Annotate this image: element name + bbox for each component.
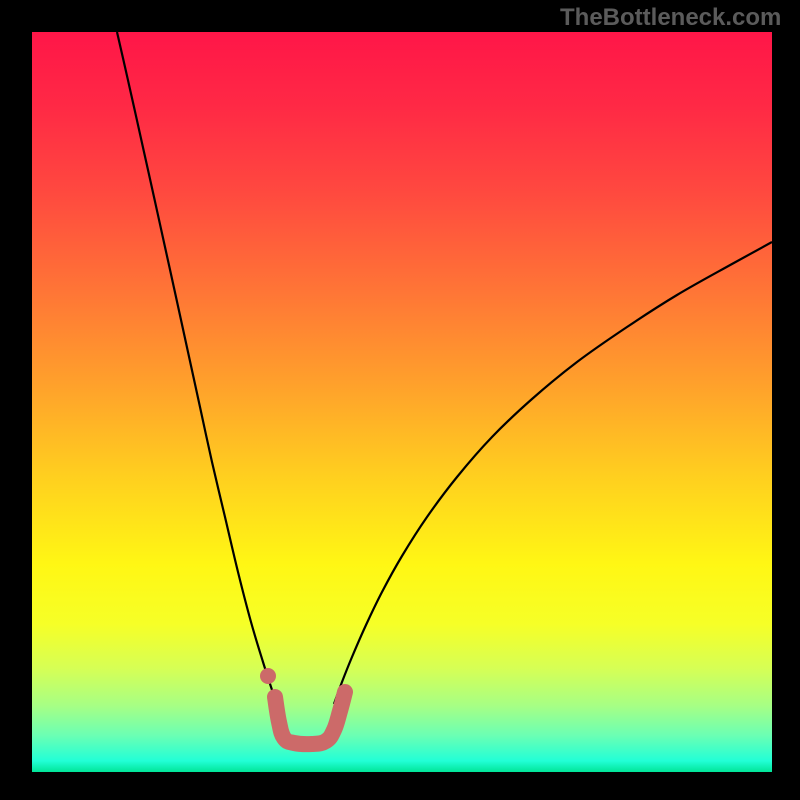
frame-bottom (0, 772, 800, 800)
frame-left (0, 0, 32, 800)
bottom-marker-dot (260, 668, 276, 684)
frame-right (772, 0, 800, 800)
frame-top (0, 0, 800, 32)
bottleneck-chart (0, 0, 800, 800)
